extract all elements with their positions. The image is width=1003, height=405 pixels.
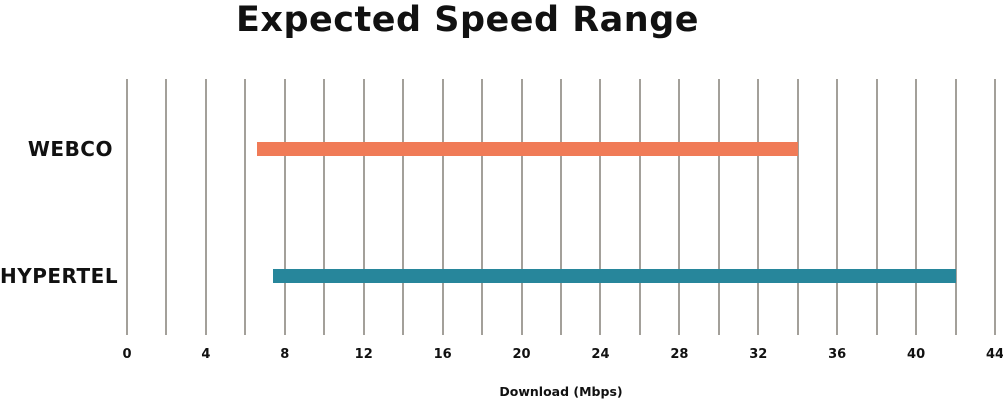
x-tick-label-0: 0 <box>122 347 132 362</box>
gridline-x-32 <box>757 79 760 335</box>
gridline-x-8 <box>283 79 286 335</box>
gridline-x-34 <box>796 79 799 335</box>
category-label-hypertel: HYPERTEL <box>0 264 119 288</box>
x-axis-title: Download (Mbps) <box>499 384 623 399</box>
gridline-x-30 <box>717 79 720 335</box>
gridline-x-14 <box>402 79 405 335</box>
gridline-x-26 <box>638 79 641 335</box>
gridline-x-0 <box>126 79 128 335</box>
gridline-x-4 <box>204 79 207 335</box>
gridline-x-22 <box>560 79 562 335</box>
gridline-x-28 <box>678 79 681 335</box>
x-tick-label-16: 16 <box>433 347 452 362</box>
gridline-x-2 <box>165 79 168 335</box>
gridline-x-20 <box>520 79 523 335</box>
x-tick-label-32: 32 <box>749 347 768 362</box>
chart-title: Expected Speed Range <box>236 0 699 40</box>
plot-area <box>126 79 996 335</box>
gridline-x-38 <box>875 79 878 335</box>
x-tick-label-28: 28 <box>670 347 689 362</box>
x-tick-label-8: 8 <box>280 347 290 362</box>
x-tick-label-4: 4 <box>201 347 211 362</box>
gridline-x-16 <box>441 79 444 335</box>
gridline-x-42 <box>954 79 957 335</box>
x-axis-tick-row: 0 4 8 12 16 20 24 28 32 36 40 44 <box>122 347 1003 365</box>
range-bar-webco <box>257 142 798 156</box>
gridline-x-12 <box>362 79 365 335</box>
gridline-x-44 <box>994 79 996 335</box>
category-label-webco: WEBCO <box>27 137 113 161</box>
x-tick-label-24: 24 <box>591 347 610 362</box>
x-tick-label-12: 12 <box>354 347 373 362</box>
gridline-x-36 <box>836 79 839 335</box>
gridline-x-10 <box>323 79 326 335</box>
range-bar-hypertel <box>272 269 956 283</box>
x-tick-label-40: 40 <box>907 347 926 362</box>
gridline-x-24 <box>599 79 602 335</box>
gridline-x-6 <box>244 79 247 335</box>
x-tick-label-20: 20 <box>512 347 531 362</box>
x-tick-label-36: 36 <box>828 347 847 362</box>
x-tick-label-44: 44 <box>985 347 1003 362</box>
gridline-x-18 <box>481 79 484 335</box>
gridline-x-40 <box>915 79 918 335</box>
